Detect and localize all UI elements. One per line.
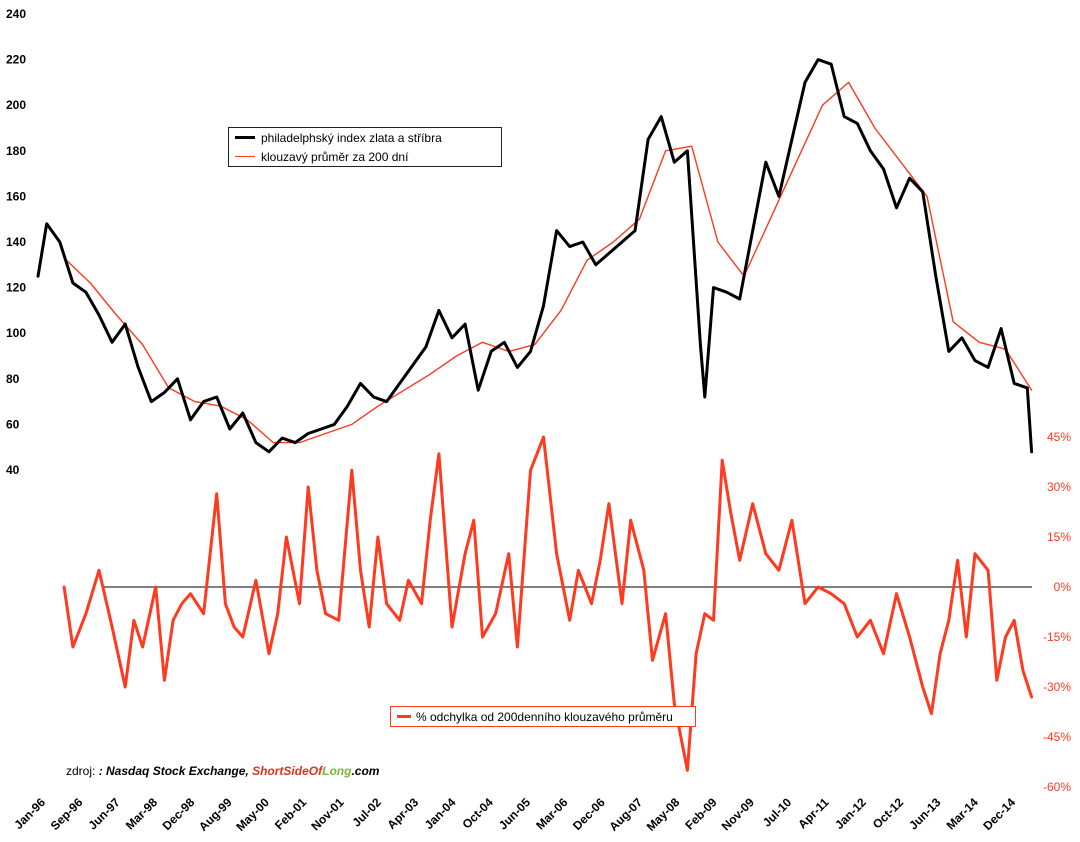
x-tick-label: Feb-01 [272,795,309,832]
x-tick-label: Jun-05 [496,795,533,832]
lower-y-tick-label: 30% [1047,480,1071,494]
x-tick-label: Mar-06 [533,795,570,832]
legend-swatch-deviation [397,715,411,718]
x-tick-label: Dec-14 [980,795,1018,833]
upper-y-tick-label: 100 [6,326,26,340]
x-tick-label: Aug-99 [196,795,235,834]
x-tick-label: Jun-97 [85,795,122,832]
upper-y-tick-label: 240 [6,7,26,21]
x-tick-label: Dec-98 [160,795,198,833]
source-prefix: zdroj: [66,764,96,778]
lower-y-tick-label: -30% [1043,680,1071,694]
upper-legend: philadelphský index zlata a stříbra klou… [228,127,502,167]
legend-item-index: philadelphský index zlata a stříbra [229,128,501,147]
lower-y-tick-label: -15% [1043,630,1071,644]
lower-y-tick-label: 0% [1054,580,1072,594]
upper-y-tick-label: 200 [6,98,26,112]
x-tick-label: Sep-96 [48,795,86,833]
upper-y-tick-label: 220 [6,53,26,67]
legend-swatch-index [235,136,255,139]
x-tick-label: Nov-09 [719,795,757,833]
lower-y-tick-label: 15% [1047,530,1071,544]
brand-suffix: .com [351,764,380,778]
x-tick-label: Jan-04 [422,795,459,832]
lower-legend: % odchylka od 200denního klouzavého prům… [390,706,696,727]
legend-label-deviation: % odchylka od 200denního klouzavého prům… [416,709,673,724]
upper-y-tick-label: 140 [6,235,26,249]
lower-y-tick-label: 45% [1047,430,1071,444]
legend-item-moving-average: klouzavý průměr za 200 dní [229,147,501,166]
x-tick-label: Mar-14 [944,795,981,832]
upper-y-tick-label: 120 [6,281,26,295]
lower-y-tick-label: -60% [1043,780,1071,794]
x-tick-label: Dec-06 [570,795,608,833]
lower-y-axis-ticks: 45% 30% 15% 0% -15% -30% -45% -60% [1043,430,1071,794]
legend-label-index: philadelphský index zlata a stříbra [261,130,442,145]
x-tick-label: Jul-10 [760,795,795,830]
x-tick-label: Mar-98 [123,795,160,832]
lower-y-tick-label: -45% [1043,730,1071,744]
upper-y-tick-label: 40 [6,463,20,477]
source-text: : Nasdaq Stock Exchange, [98,764,253,778]
brand-of: Of [308,764,323,778]
x-tick-label: Feb-09 [682,795,719,832]
upper-y-tick-label: 180 [6,144,26,158]
x-tick-label: Jul-02 [349,795,384,830]
upper-y-tick-label: 80 [6,372,20,386]
upper-y-tick-label: 160 [6,189,26,203]
series-line-moving-average [63,81,1033,444]
brand-short: Short [252,764,284,778]
x-tick-label: Apr-03 [384,795,421,832]
x-tick-label: May-08 [644,795,683,834]
brand-long: Long [322,764,352,778]
x-tick-label: Jun-13 [906,795,943,832]
brand-side: Side [283,764,309,778]
source-note: zdroj: : Nasdaq Stock Exchange, ShortSid… [66,764,379,778]
x-tick-label: Jan-96 [11,795,48,832]
x-tick-label: May-00 [233,795,272,834]
series-layer [36,58,1034,772]
x-tick-label: Jan-12 [832,795,869,832]
x-tick-label: Nov-01 [308,795,346,833]
legend-label-moving-average: klouzavý průměr za 200 dní [261,149,409,164]
x-tick-label: Oct-12 [870,795,907,832]
x-tick-label: Apr-11 [795,795,832,832]
x-axis-ticks: Jan-96 Sep-96 Jun-97 Mar-98 Dec-98Aug-99May-… [11,795,1018,834]
x-tick-label: Oct-04 [459,795,496,832]
upper-y-axis-ticks: 240 220 200 180 160 140 120 100 80 60 40 [6,7,26,477]
x-tick-label: Aug-07 [606,795,645,834]
legend-swatch-moving-average [235,156,255,157]
legend-item-deviation: % odchylka od 200denního klouzavého prům… [391,707,695,726]
upper-y-tick-label: 60 [6,417,20,431]
series-line-index [36,58,1034,454]
series-line-deviation [62,435,1034,772]
